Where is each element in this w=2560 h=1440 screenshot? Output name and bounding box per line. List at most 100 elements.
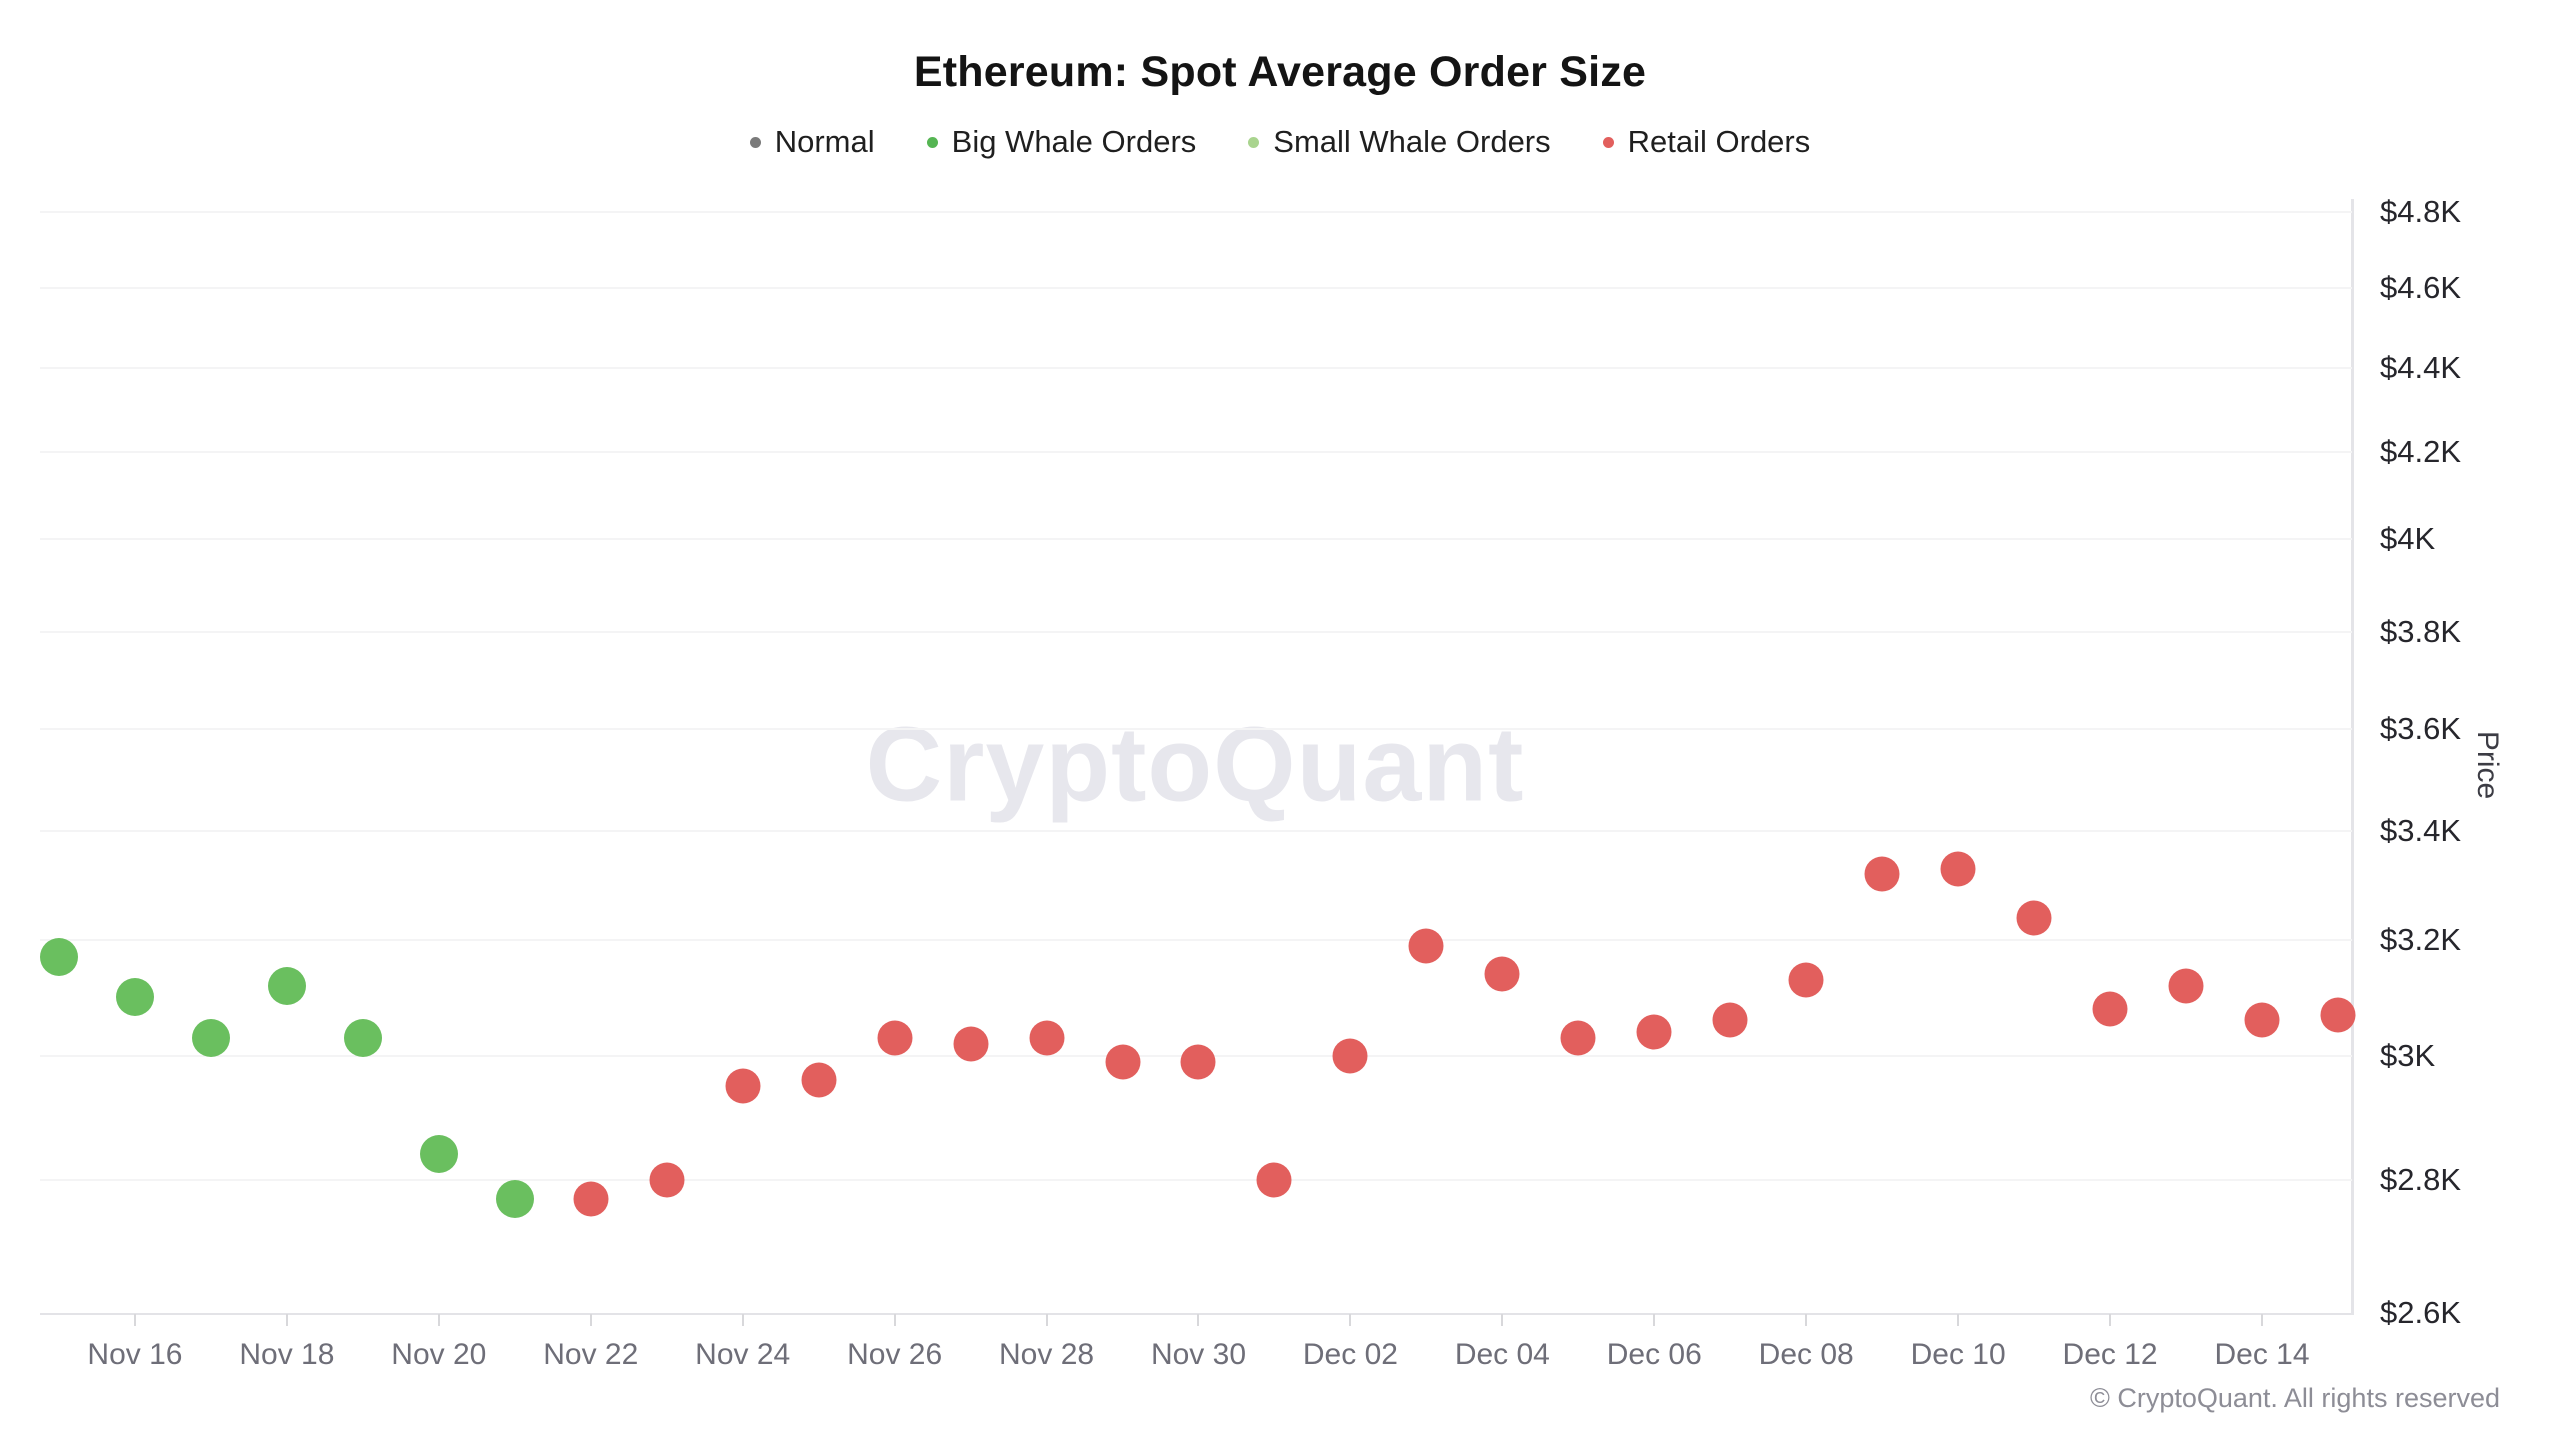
y-gridline xyxy=(40,211,2352,213)
x-axis-label: Dec 12 xyxy=(2062,1338,2158,1371)
y-axis-title: Price xyxy=(2471,730,2504,800)
x-axis-label: Nov 18 xyxy=(239,1338,335,1371)
data-point[interactable] xyxy=(725,1068,761,1104)
y-gridline xyxy=(40,367,2352,370)
chart-title: Ethereum: Spot Average Order Size xyxy=(913,48,1647,96)
data-point[interactable] xyxy=(1788,962,1824,998)
x-tick-mark xyxy=(1349,1314,1352,1326)
y-gridline xyxy=(40,939,2352,942)
data-point[interactable] xyxy=(1029,1020,1065,1056)
x-tick-mark xyxy=(133,1314,136,1326)
data-point[interactable] xyxy=(2092,991,2128,1027)
x-axis-label: Dec 04 xyxy=(1454,1338,1550,1371)
data-point[interactable] xyxy=(115,978,154,1017)
y-axis-label: $3.4K xyxy=(2380,813,2462,849)
x-tick-mark xyxy=(893,1314,896,1326)
data-point[interactable] xyxy=(2168,968,2204,1004)
y-axis-label: $4.6K xyxy=(2380,270,2462,306)
cryptoquant-watermark: CryptoQuant xyxy=(865,705,1525,824)
y-axis-label: $2.8K xyxy=(2380,1161,2462,1197)
data-point[interactable] xyxy=(1940,851,1976,887)
y-axis-label: $4.2K xyxy=(2380,433,2462,469)
data-point[interactable] xyxy=(953,1026,989,1062)
x-axis-label: Nov 28 xyxy=(999,1338,1095,1371)
x-axis-label: Nov 30 xyxy=(1150,1338,1247,1371)
data-point[interactable] xyxy=(267,966,306,1005)
x-tick-mark xyxy=(1045,1314,1048,1326)
x-tick-mark xyxy=(285,1314,288,1326)
x-tick-mark xyxy=(437,1314,440,1326)
x-axis-label: Nov 22 xyxy=(543,1338,639,1371)
data-point[interactable] xyxy=(2320,997,2356,1033)
y-axis-label: $4K xyxy=(2380,521,2436,557)
y-gridline xyxy=(40,727,2352,730)
legend-item-small-whale-orders[interactable]: Small Whale Orders xyxy=(1248,124,1551,160)
x-axis-label: Dec 08 xyxy=(1758,1338,1854,1371)
legend-label: Big Whale Orders xyxy=(951,124,1197,159)
data-point[interactable] xyxy=(2244,1002,2280,1038)
data-point[interactable] xyxy=(801,1062,837,1098)
x-tick-mark xyxy=(1957,1314,1960,1326)
x-tick-mark xyxy=(589,1314,592,1326)
data-point[interactable] xyxy=(419,1135,458,1174)
retail-dot-icon xyxy=(1602,136,1614,148)
y-axis-label: $3K xyxy=(2380,1038,2436,1074)
legend-item-big-whale-orders[interactable]: Big Whale Orders xyxy=(926,124,1197,160)
data-point[interactable] xyxy=(2016,900,2052,936)
data-point[interactable] xyxy=(1636,1014,1672,1050)
y-axis-label: $3.8K xyxy=(2380,613,2462,649)
data-point[interactable] xyxy=(343,1019,382,1058)
y-axis-label: $4.8K xyxy=(2380,194,2462,229)
y-axis-line xyxy=(2351,199,2354,1315)
data-point[interactable] xyxy=(1712,1002,1748,1038)
data-point[interactable] xyxy=(1408,928,1444,964)
x-tick-mark xyxy=(1501,1314,1504,1326)
data-point[interactable] xyxy=(1864,856,1900,892)
x-axis-label: Nov 26 xyxy=(847,1338,943,1371)
x-axis-label: Dec 06 xyxy=(1606,1338,1702,1371)
data-point[interactable] xyxy=(40,938,78,977)
legend-item-retail-orders[interactable]: Retail Orders xyxy=(1602,124,1811,160)
x-tick-mark xyxy=(2261,1314,2263,1326)
y-axis-label: $3.6K xyxy=(2380,710,2462,746)
y-gridline xyxy=(40,538,2352,541)
y-gridline xyxy=(40,830,2352,833)
x-tick-mark xyxy=(1805,1314,1808,1326)
y-axis-label: $2.6K xyxy=(2380,1295,2462,1330)
x-axis-label: Nov 24 xyxy=(695,1338,791,1371)
data-point[interactable] xyxy=(1256,1162,1292,1198)
legend-item-normal[interactable]: Normal xyxy=(749,124,875,160)
data-point[interactable] xyxy=(1560,1020,1596,1056)
copyright-footer: © CryptoQuant. All rights reserved xyxy=(2089,1383,2500,1413)
x-axis-label: Nov 16 xyxy=(87,1338,183,1371)
x-tick-mark xyxy=(2109,1314,2112,1326)
data-point[interactable] xyxy=(1180,1044,1216,1080)
y-axis-label: $3.2K xyxy=(2380,922,2462,958)
data-point[interactable] xyxy=(877,1020,913,1056)
normal-dot-icon xyxy=(749,136,761,148)
data-point[interactable] xyxy=(1332,1038,1368,1074)
data-point[interactable] xyxy=(649,1162,685,1198)
big-whale-dot-icon xyxy=(926,136,938,148)
y-axis-label: $4.4K xyxy=(2380,350,2462,386)
x-tick-mark xyxy=(1653,1314,1656,1326)
x-axis-line xyxy=(40,1313,2352,1315)
data-point[interactable] xyxy=(1105,1044,1141,1080)
data-point[interactable] xyxy=(191,1019,230,1058)
data-point[interactable] xyxy=(573,1181,609,1217)
x-tick-mark xyxy=(741,1314,744,1326)
small-whale-dot-icon xyxy=(1248,136,1260,148)
legend-label: Normal xyxy=(774,124,875,159)
y-gridline xyxy=(40,1178,2352,1181)
data-point[interactable] xyxy=(1484,956,1520,992)
x-axis-label: Dec 02 xyxy=(1302,1338,1398,1371)
legend-label: Small Whale Orders xyxy=(1273,124,1551,159)
legend-label: Retail Orders xyxy=(1627,124,1811,159)
x-axis-label: Dec 10 xyxy=(1910,1338,2006,1371)
legend: Normal Big Whale Orders Small Whale Orde… xyxy=(0,124,2560,160)
x-axis-label: Nov 20 xyxy=(391,1338,487,1371)
x-axis-label: Dec 14 xyxy=(2214,1338,2310,1371)
data-point[interactable] xyxy=(495,1180,534,1219)
